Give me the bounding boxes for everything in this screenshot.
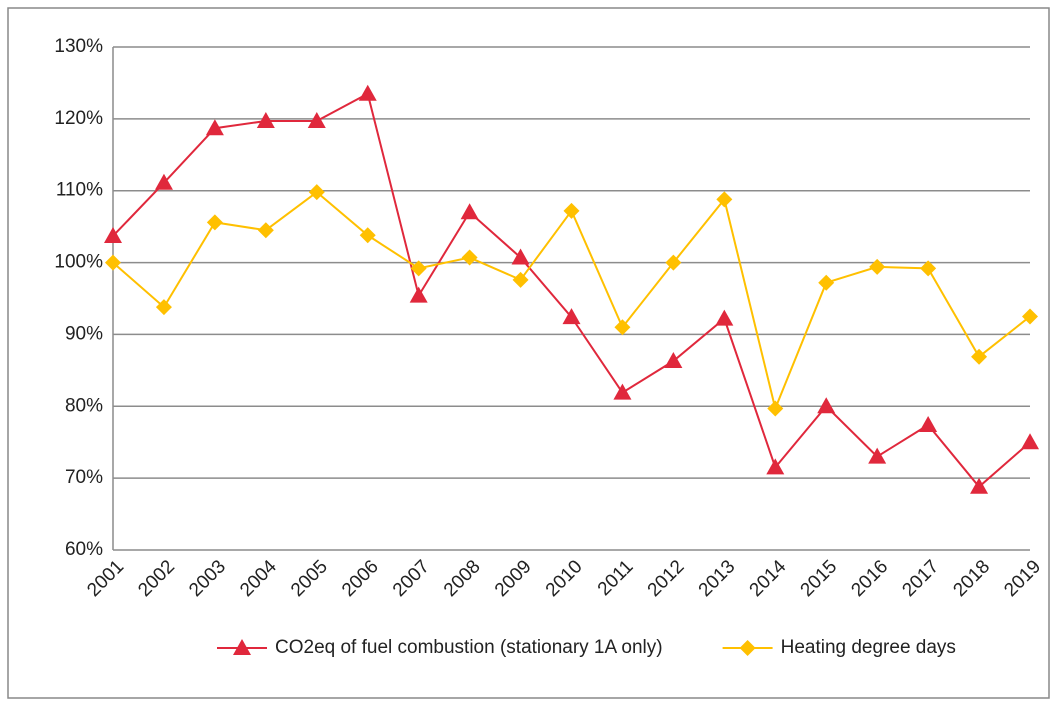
point-marker: [766, 458, 785, 475]
point-marker: [155, 299, 172, 316]
point-marker: [308, 184, 325, 201]
point-marker: [971, 348, 988, 365]
point-marker: [409, 286, 428, 303]
point-marker: [767, 400, 784, 417]
point-marker: [716, 191, 733, 208]
y-tick-label: 70%: [65, 467, 103, 488]
point-marker: [105, 254, 121, 271]
point-marker: [104, 226, 122, 243]
point-marker: [818, 274, 835, 291]
point-marker: [233, 639, 251, 655]
point-marker: [562, 308, 581, 325]
point-marker: [511, 248, 530, 265]
point-marker: [665, 254, 682, 271]
y-tick-label: 110%: [56, 180, 103, 201]
legend-label: CO2eq of fuel combustion (stationary 1A …: [275, 637, 663, 658]
point-marker: [614, 319, 631, 336]
point-marker: [206, 214, 223, 231]
chart-border: [7, 7, 1050, 699]
point-marker: [205, 119, 224, 136]
y-tick-label: 120%: [54, 108, 103, 129]
point-marker: [410, 260, 427, 277]
point-marker: [1021, 433, 1039, 450]
y-tick-label: 80%: [65, 395, 103, 416]
point-marker: [919, 415, 938, 432]
point-marker: [1022, 308, 1038, 325]
point-marker: [715, 309, 734, 326]
point-marker: [739, 640, 756, 656]
point-marker: [664, 352, 683, 369]
point-marker: [869, 258, 886, 275]
point-marker: [920, 260, 937, 277]
y-tick-label: 100%: [54, 252, 103, 273]
legend-label: Heating degree days: [781, 637, 956, 658]
point-marker: [461, 249, 478, 266]
point-marker: [307, 112, 326, 129]
point-marker: [868, 447, 887, 464]
point-marker: [358, 84, 377, 101]
point-marker: [512, 271, 529, 288]
y-tick-label: 90%: [65, 323, 103, 344]
y-tick-label: 60%: [65, 539, 103, 560]
point-marker: [460, 203, 479, 220]
point-marker: [817, 397, 836, 414]
point-marker: [359, 227, 376, 244]
point-marker: [613, 383, 632, 400]
point-marker: [970, 477, 989, 494]
point-marker: [257, 222, 274, 239]
point-marker: [154, 173, 173, 190]
point-marker: [563, 202, 580, 219]
y-tick-label: 130%: [54, 36, 103, 57]
point-marker: [256, 112, 275, 129]
